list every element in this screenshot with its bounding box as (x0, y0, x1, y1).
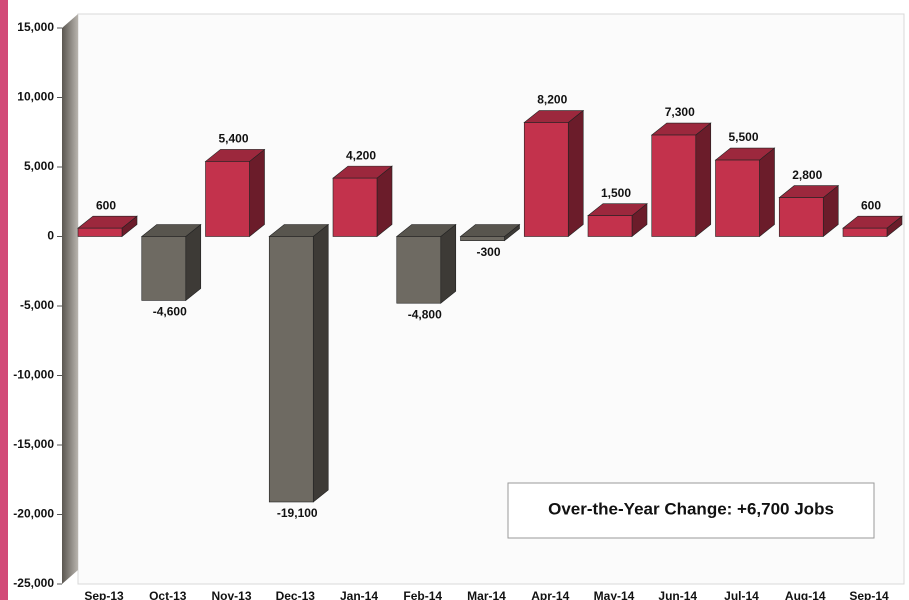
x-tick-label: Jun-14 (658, 589, 697, 600)
bar-side (249, 148, 265, 238)
bar-side (312, 223, 329, 503)
bar (715, 159, 760, 237)
y-tick-label: -20,000 (13, 507, 54, 521)
x-tick-label: Sep-13 (84, 589, 124, 600)
x-tick-label: Feb-14 (403, 589, 442, 600)
y-tick-label: 10,000 (17, 90, 54, 104)
value-label: 8,200 (537, 93, 567, 107)
y-tick-label: 0 (47, 229, 54, 243)
x-tick-label: Nov-13 (211, 589, 251, 600)
x-tick-label: Jan-14 (340, 589, 378, 600)
bar (396, 236, 442, 304)
x-tick-label: Sep-14 (849, 589, 889, 600)
x-tick-label: Oct-13 (149, 589, 187, 600)
value-label: 2,800 (792, 168, 822, 182)
bar (205, 161, 250, 237)
value-label: 600 (861, 198, 881, 212)
annotation: Over-the-Year Change: +6,700 Jobs (548, 499, 834, 518)
annotation-box (507, 482, 875, 539)
value-label: 7,300 (665, 105, 695, 119)
x-tick-label: May-14 (594, 589, 635, 600)
x-tick-label: Apr-14 (531, 589, 569, 600)
bar (523, 122, 569, 237)
y-tick-label: 5,000 (24, 159, 54, 173)
bar (587, 215, 633, 237)
value-label: -300 (476, 245, 500, 259)
bar-side (185, 223, 202, 302)
value-label: -19,100 (277, 506, 318, 520)
value-label: 4,200 (346, 148, 376, 162)
bar (332, 177, 378, 237)
y-tick-label: 15,000 (17, 20, 54, 34)
bar (651, 134, 697, 237)
value-label: 5,400 (218, 132, 248, 146)
bar (268, 236, 314, 503)
value-label: -4,600 (153, 305, 187, 319)
bar-side (759, 147, 775, 238)
back-wall (62, 14, 78, 584)
bar (141, 236, 187, 301)
bar-side (567, 109, 584, 238)
side-strip (0, 0, 8, 600)
bar (842, 227, 888, 237)
value-label: -4,800 (408, 307, 442, 321)
bar (460, 236, 505, 241)
y-tick-label: -25,000 (13, 576, 54, 590)
bar-side (695, 122, 712, 238)
y-tick-label: -5,000 (20, 298, 54, 312)
x-tick-label: Mar-14 (467, 589, 506, 600)
value-label: 600 (96, 198, 116, 212)
bar (77, 227, 123, 237)
value-label: 5,500 (728, 130, 758, 144)
value-label: 1,500 (601, 186, 631, 200)
bar (778, 197, 824, 237)
y-tick-label: -10,000 (13, 368, 54, 382)
x-tick-label: Dec-13 (276, 589, 316, 600)
bar-side (440, 223, 457, 304)
x-tick-label: Aug-14 (785, 589, 826, 600)
x-tick-label: Jul-14 (724, 589, 759, 600)
y-tick-label: -15,000 (13, 437, 54, 451)
